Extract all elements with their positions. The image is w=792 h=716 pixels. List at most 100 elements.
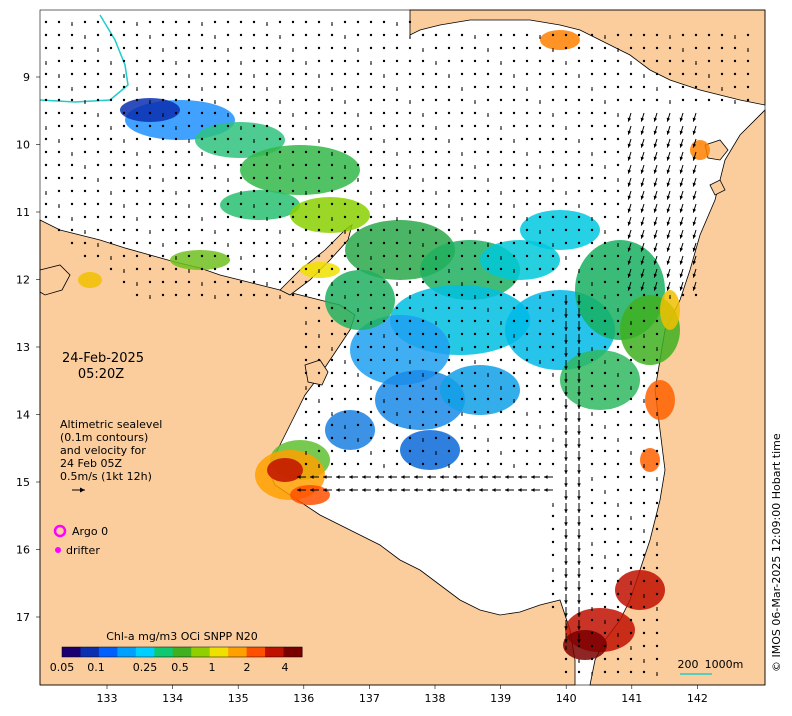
velocity-arrow (577, 124, 581, 128)
velocity-arrow (278, 202, 282, 206)
velocity-arrow (421, 410, 425, 414)
velocity-arrow (538, 241, 542, 245)
velocity-arrow (679, 229, 684, 239)
velocity-arrow (603, 436, 607, 440)
velocity-arrow (616, 644, 620, 648)
velocity-arrow (679, 268, 684, 278)
velocity-arrow (487, 243, 489, 247)
velocity-arrow (577, 33, 581, 37)
velocity-arrow (447, 111, 451, 115)
colorbar-segment (135, 647, 155, 657)
velocity-arrow (356, 215, 360, 219)
velocity-arrow (252, 98, 256, 102)
velocity-arrow (122, 150, 126, 154)
velocity-arrow (174, 215, 178, 219)
velocity-arrow (577, 46, 581, 50)
velocity-arrow (603, 124, 607, 128)
velocity-arrow (434, 345, 438, 349)
velocity-arrow (473, 59, 477, 63)
velocity-arrow (331, 282, 333, 286)
velocity-arrow (564, 425, 568, 435)
velocity-arrow (122, 20, 126, 24)
velocity-arrow (617, 503, 619, 507)
velocity-arrow (512, 46, 516, 50)
velocity-arrow (336, 488, 345, 492)
velocity-arrow (642, 319, 646, 323)
velocity-arrow (395, 462, 399, 466)
velocity-arrow (564, 386, 568, 396)
velocity-arrow (616, 332, 620, 336)
velocity-arrow (591, 282, 593, 286)
velocity-arrow (564, 241, 568, 245)
velocity-arrow (278, 254, 282, 258)
velocity-arrow (640, 203, 645, 213)
velocity-arrow (310, 488, 319, 492)
velocity-arrow (317, 436, 321, 440)
velocity-arrow (668, 46, 672, 50)
velocity-arrow (330, 384, 334, 388)
velocity-arrow (499, 462, 503, 466)
velocity-arrow (655, 384, 659, 388)
velocity-arrow (681, 72, 685, 76)
velocity-arrow (421, 98, 425, 102)
velocity-arrow (330, 449, 334, 453)
velocity-arrow (692, 242, 697, 252)
velocity-arrow (603, 280, 607, 284)
velocity-arrow (653, 177, 658, 187)
velocity-arrow (564, 490, 568, 500)
velocity-arrow (435, 321, 437, 325)
velocity-arrow (343, 436, 347, 440)
velocity-arrow (305, 451, 307, 455)
velocity-arrow (746, 33, 750, 37)
velocity-arrow (434, 85, 438, 89)
velocity-arrow (551, 462, 555, 466)
velocity-arrow (526, 347, 528, 351)
velocity-arrow (564, 503, 568, 513)
velocity-arrow (409, 425, 411, 429)
velocity-arrow (460, 33, 464, 37)
velocity-arrow (692, 177, 697, 187)
velocity-arrow (492, 475, 501, 479)
velocity-arrow (421, 423, 425, 427)
velocity-arrow (395, 202, 399, 206)
velocity-arrow (161, 202, 165, 206)
velocity-arrow (200, 228, 204, 232)
velocity-arrow (551, 85, 555, 89)
velocity-arrow (692, 268, 697, 278)
velocity-arrow (603, 475, 607, 479)
velocity-arrow (278, 20, 282, 24)
velocity-arrow (629, 540, 633, 544)
y-tick-label: 17 (16, 611, 30, 624)
velocity-arrow (629, 423, 633, 427)
velocity-arrow (252, 228, 256, 232)
velocity-arrow (414, 488, 423, 492)
velocity-arrow (590, 618, 594, 622)
velocity-arrow (161, 59, 165, 63)
velocity-arrow (408, 124, 412, 128)
velocity-arrow (629, 670, 633, 674)
velocity-arrow (239, 137, 243, 141)
velocity-arrow (513, 464, 515, 468)
velocity-arrow (486, 319, 490, 323)
velocity-arrow (175, 126, 177, 130)
velocity-arrow (369, 176, 373, 180)
velocity-arrow (551, 98, 555, 102)
velocity-arrow (486, 215, 490, 219)
velocity-arrow (448, 204, 450, 208)
chlorophyll-patch (300, 262, 340, 278)
velocity-arrow (318, 139, 320, 143)
velocity-arrow (656, 607, 658, 611)
velocity-arrow (330, 137, 334, 141)
velocity-arrow (627, 229, 632, 239)
velocity-arrow (616, 215, 620, 219)
velocity-arrow (187, 215, 191, 219)
velocity-arrow (434, 46, 438, 50)
velocity-arrow (525, 384, 529, 388)
velocity-arrow (500, 451, 502, 455)
velocity-arrow (629, 33, 633, 37)
velocity-arrow (83, 111, 87, 115)
velocity-arrow (239, 267, 243, 271)
velocity-arrow (135, 124, 139, 128)
velocity-arrow (564, 137, 568, 141)
